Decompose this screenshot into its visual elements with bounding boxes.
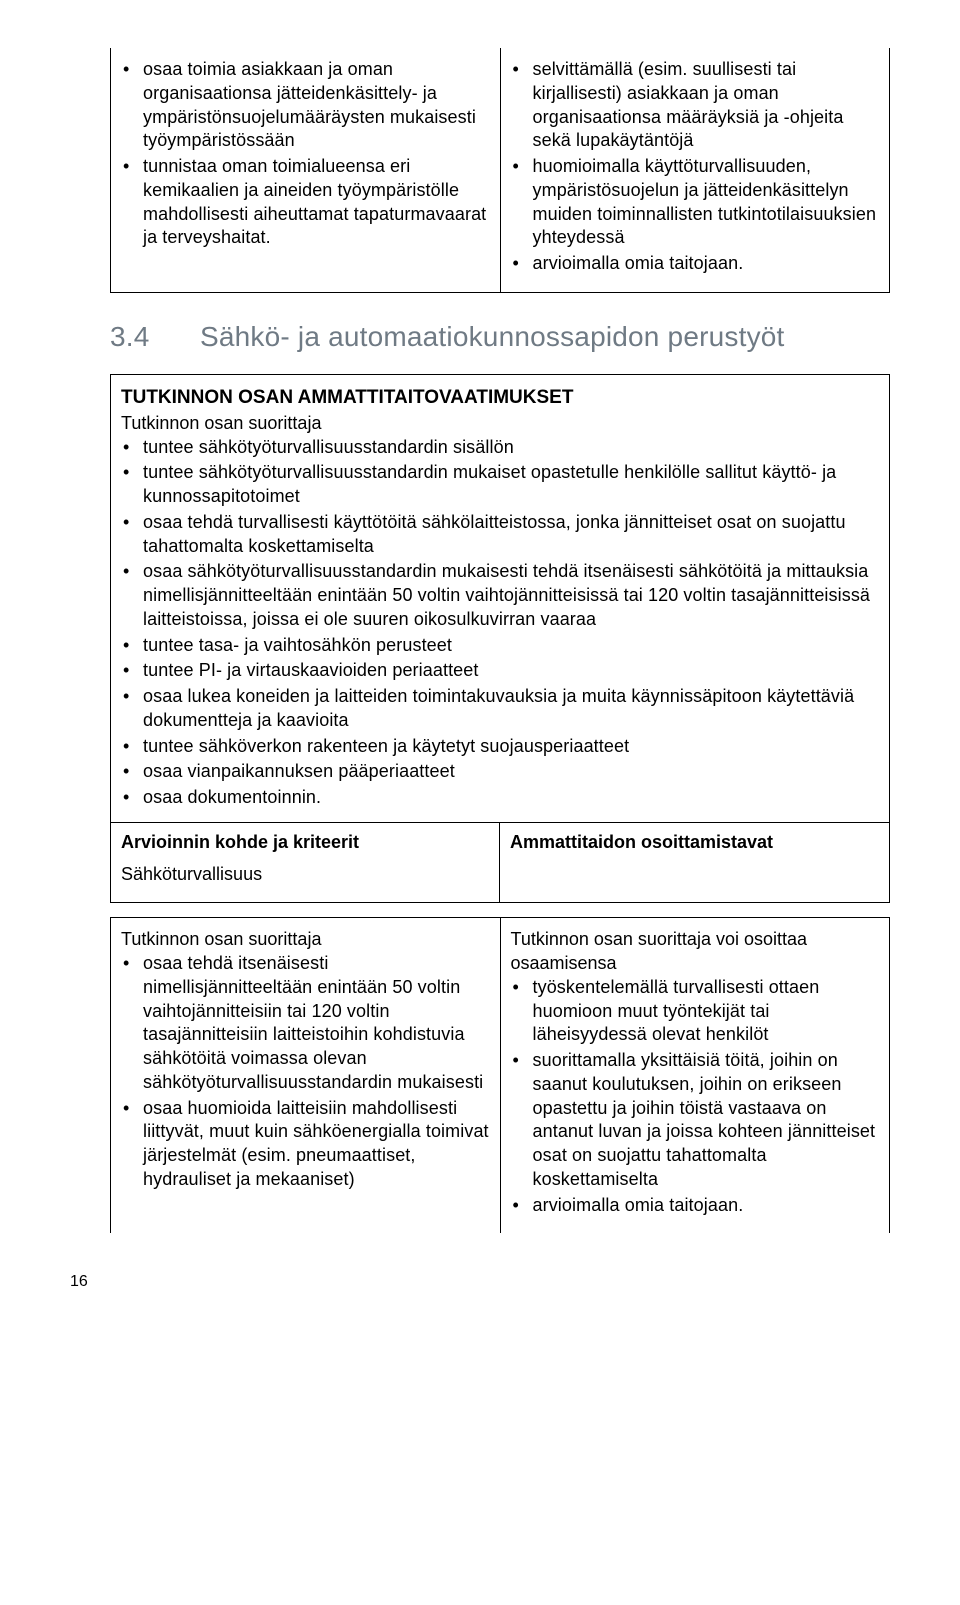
bottom-two-column-table: Tutkinnon osan suorittaja osaa tehdä its… — [110, 917, 890, 1233]
list-item: huomioimalla käyttöturvallisuuden, ympär… — [511, 155, 880, 250]
page-number: 16 — [70, 1271, 890, 1292]
list-item: tuntee PI- ja virtauskaavioiden periaatt… — [121, 659, 879, 683]
list-item: osaa tehdä itsenäisesti nimellisjännitte… — [121, 952, 490, 1095]
section-heading: 3.4 Sähkö- ja automaatiokunnossapidon pe… — [110, 319, 890, 356]
list-item: suorittamalla yksittäisiä töitä, joihin … — [511, 1049, 880, 1192]
requirements-list: tuntee sähkötyöturvallisuusstandardin si… — [111, 436, 889, 822]
top-right-cell: selvittämällä (esim. suullisesti tai kir… — [500, 48, 890, 292]
top-left-cell: osaa toimia asiakkaan ja oman organisaat… — [111, 48, 501, 292]
list-item: tuntee sähkötyöturvallisuusstandardin si… — [121, 436, 879, 460]
list-item: osaa tehdä turvallisesti käyttötöitä säh… — [121, 511, 879, 559]
criteria-sub-left: Sähköturvallisuus — [111, 863, 500, 903]
list-item: osaa vianpaikannuksen pääperiaatteet — [121, 760, 879, 784]
list-item: osaa toimia asiakkaan ja oman organisaat… — [121, 58, 490, 153]
bottom-left-intro: Tutkinnon osan suorittaja — [121, 928, 490, 952]
list-item: osaa lukea koneiden ja laitteiden toimin… — [121, 685, 879, 733]
section-number: 3.4 — [110, 319, 200, 356]
requirements-intro: Tutkinnon osan suorittaja — [111, 412, 889, 436]
top-right-list: selvittämällä (esim. suullisesti tai kir… — [511, 58, 880, 276]
list-item: tunnistaa oman toimialueensa eri kemikaa… — [121, 155, 490, 250]
list-item: arvioimalla omia taitojaan. — [511, 1194, 880, 1218]
bottom-right-intro: Tutkinnon osan suorittaja voi osoittaa o… — [511, 928, 880, 976]
section-title: Sähkö- ja automaatiokunnossapidon perust… — [200, 319, 785, 356]
bottom-left-list: osaa tehdä itsenäisesti nimellisjännitte… — [121, 952, 490, 1192]
list-item: tuntee sähkötyöturvallisuusstandardin mu… — [121, 461, 879, 509]
list-item: selvittämällä (esim. suullisesti tai kir… — [511, 58, 880, 153]
list-item: tuntee sähköverkon rakenteen ja käytetyt… — [121, 735, 879, 759]
list-item: osaa sähkötyöturvallisuusstandardin muka… — [121, 560, 879, 631]
criteria-header-row: Arvioinnin kohde ja kriteerit Ammattitai… — [111, 822, 889, 863]
criteria-sub-row: Sähköturvallisuus — [111, 863, 889, 903]
criteria-right-title: Ammattitaidon osoittamistavat — [500, 823, 889, 863]
top-two-column-table: osaa toimia asiakkaan ja oman organisaat… — [110, 48, 890, 293]
criteria-sub-right — [500, 863, 889, 903]
bottom-right-cell: Tutkinnon osan suorittaja voi osoittaa o… — [500, 918, 890, 1234]
list-item: työskentelemällä turvallisesti ottaen hu… — [511, 976, 880, 1047]
bottom-right-list: työskentelemällä turvallisesti ottaen hu… — [511, 976, 880, 1218]
criteria-left-title: Arvioinnin kohde ja kriteerit — [111, 823, 500, 863]
top-left-list: osaa toimia asiakkaan ja oman organisaat… — [121, 58, 490, 250]
list-item: arvioimalla omia taitojaan. — [511, 252, 880, 276]
list-item: tuntee tasa- ja vaihtosähkön perusteet — [121, 634, 879, 658]
list-item: osaa dokumentoinnin. — [121, 786, 879, 810]
bottom-left-cell: Tutkinnon osan suorittaja osaa tehdä its… — [111, 918, 501, 1234]
requirements-title: TUTKINNON OSAN AMMATTITAITOVAATIMUKSET — [111, 375, 889, 412]
list-item: osaa huomioida laitteisiin mahdollisesti… — [121, 1097, 490, 1192]
requirements-box: TUTKINNON OSAN AMMATTITAITOVAATIMUKSET T… — [110, 374, 890, 904]
